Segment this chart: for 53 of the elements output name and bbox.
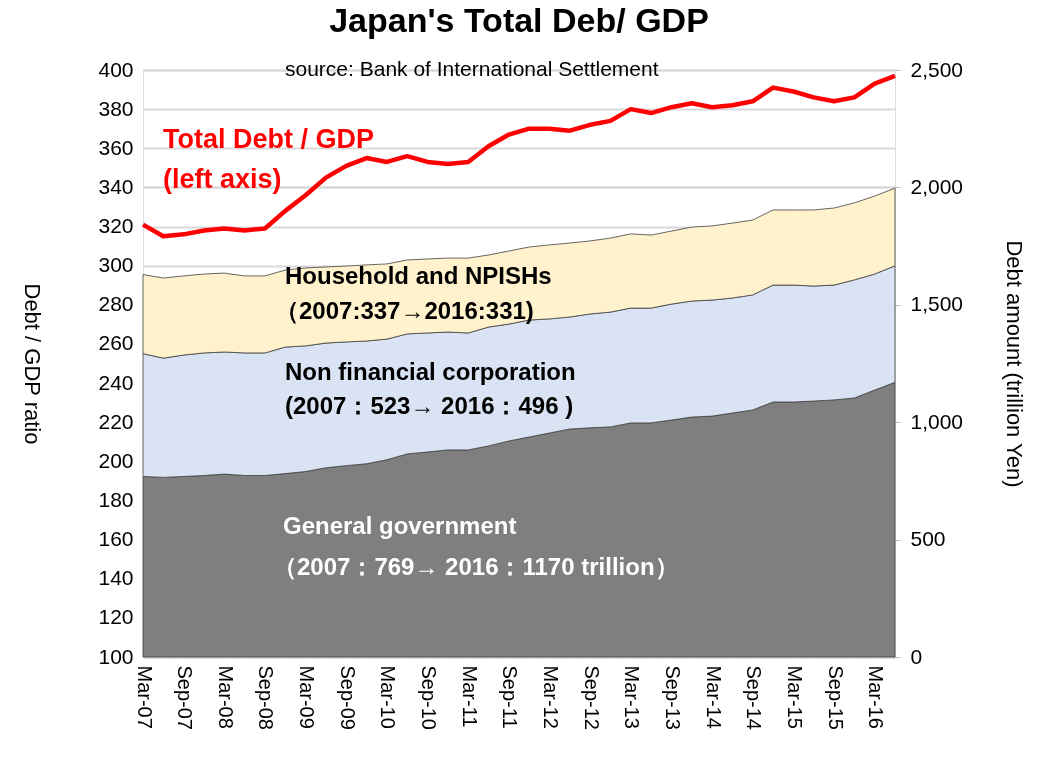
- y-tick-label: 280: [98, 292, 134, 316]
- y2-axis-title: Debt amount (trillion Yen): [1001, 240, 1027, 488]
- series-label: General government: [283, 512, 517, 539]
- y2-tick-label: 2,500: [910, 57, 964, 81]
- x-tick-label: Sep-12: [580, 665, 603, 730]
- x-tick-label: Mar-07: [133, 665, 156, 729]
- annotation: source: Bank of International Settlement: [285, 57, 659, 80]
- y-tick-label: 220: [98, 409, 134, 433]
- x-tick-label: Mar-10: [377, 665, 400, 729]
- x-tick-label: Mar-09: [296, 665, 319, 729]
- x-tick-label: Mar-11: [458, 665, 481, 728]
- y-tick-label: 120: [98, 605, 134, 629]
- x-tick-label: Sep-14: [743, 665, 766, 730]
- series-label: Total Debt / GDP: [163, 124, 375, 154]
- y-tick-label: 140: [98, 566, 134, 590]
- x-tick-label: Sep-10: [418, 665, 441, 730]
- y2-tick-label: 2,000: [910, 174, 964, 198]
- y-axis-title: Debt / GDP ratio: [19, 283, 45, 445]
- y-tick-label: 360: [98, 135, 134, 159]
- x-tick-label: Sep-13: [661, 665, 684, 730]
- x-tick-label: Mar-14: [702, 665, 725, 729]
- x-tick-label: Mar-12: [539, 665, 562, 729]
- y-tick-label: 320: [98, 214, 134, 238]
- series-label: Household and NPISHs: [285, 262, 552, 289]
- y2-tick-label: 1,000: [910, 409, 964, 433]
- x-tick-label: Mar-15: [783, 665, 806, 729]
- chart-title: Japan's Total Deb/ GDP: [329, 1, 709, 39]
- x-tick-label: Sep-09: [336, 665, 359, 730]
- y-tick-label: 340: [98, 174, 134, 198]
- annotation: (left axis): [163, 164, 282, 194]
- y2-tick-label: 1,500: [910, 292, 964, 316]
- y-tick-label: 380: [98, 96, 134, 120]
- annotation: （2007：769→ 2016：1170 trillion）: [273, 553, 679, 580]
- y-tick-label: 300: [98, 253, 134, 277]
- x-tick-label: Sep-11: [499, 665, 522, 729]
- y-tick-label: 100: [98, 644, 134, 668]
- x-tick-label: Sep-07: [174, 665, 197, 730]
- y-tick-label: 260: [98, 331, 134, 355]
- x-tick-label: Sep-15: [824, 665, 847, 730]
- x-tick-label: Mar-08: [214, 665, 237, 729]
- y-tick-label: 400: [98, 57, 134, 81]
- x-tick-label: Mar-13: [621, 665, 644, 729]
- x-tick-label: Mar-16: [865, 665, 888, 729]
- y2-tick-label: 0: [910, 644, 923, 668]
- y2-tick-label: 500: [910, 527, 946, 551]
- y-tick-label: 200: [98, 448, 134, 472]
- annotation: (2007：523→ 2016：496 ): [285, 392, 574, 419]
- y-tick-label: 160: [98, 527, 134, 551]
- y-tick-label: 180: [98, 487, 134, 511]
- series-label: Non financial corporation: [285, 358, 576, 385]
- y-tick-label: 240: [98, 370, 134, 394]
- annotation: （2007:337→2016:331): [275, 297, 534, 324]
- x-tick-label: Sep-08: [255, 665, 278, 730]
